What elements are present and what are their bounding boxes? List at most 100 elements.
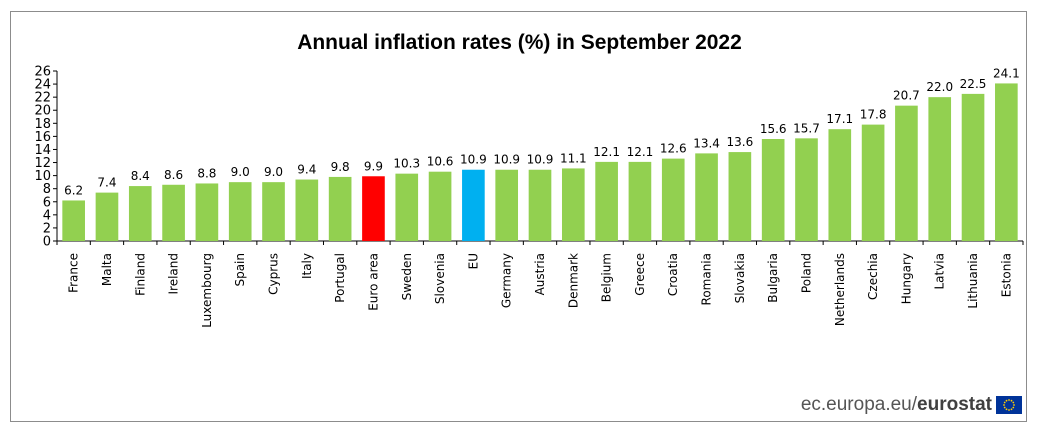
y-tick-label: 6 — [43, 195, 51, 210]
data-label: 10.9 — [527, 153, 554, 167]
data-label: 9.0 — [231, 165, 250, 179]
bar-eu — [462, 169, 485, 241]
data-label: 22.0 — [926, 80, 953, 94]
category-label: Croatia — [666, 253, 680, 296]
y-tick-label: 0 — [43, 235, 51, 250]
bar-slovenia — [428, 171, 452, 241]
category-label: Czechia — [866, 253, 880, 300]
data-label: 13.4 — [693, 136, 720, 150]
bar-romania — [695, 153, 718, 241]
data-label: 9.0 — [264, 165, 283, 179]
data-label: 11.1 — [560, 151, 587, 165]
y-tick-label: 2 — [43, 221, 51, 236]
data-label: 10.6 — [427, 155, 454, 169]
category-label: Italy — [300, 253, 314, 279]
chart-title: Annual inflation rates (%) in September … — [297, 31, 742, 54]
eurostat-wordmark: eurostat — [917, 394, 992, 415]
bar-croatia — [661, 158, 685, 241]
category-label: Sweden — [400, 253, 414, 300]
bar-greece — [628, 161, 652, 241]
category-label: Estonia — [999, 253, 1013, 297]
data-label: 9.9 — [364, 159, 383, 173]
y-tick-label: 20 — [34, 104, 51, 119]
data-label: 24.1 — [993, 66, 1020, 80]
chart-frame: Annual inflation rates (%) in September … — [10, 11, 1027, 422]
data-label: 8.8 — [197, 166, 216, 180]
category-label: Ireland — [167, 253, 181, 295]
y-tick-label: 22 — [34, 91, 51, 106]
bar-ireland — [162, 184, 185, 241]
data-label: 7.4 — [97, 176, 116, 190]
data-label: 9.4 — [297, 163, 316, 177]
category-label: Germany — [500, 253, 514, 308]
category-label: Austria — [533, 253, 547, 295]
category-label: Spain — [233, 253, 247, 287]
bar-slovakia — [728, 152, 752, 241]
bar-malta — [95, 192, 119, 241]
category-label: EU — [466, 253, 480, 269]
eu-flag-icon — [996, 396, 1022, 414]
data-label: 12.6 — [660, 142, 687, 156]
bar-poland — [795, 138, 818, 241]
category-label: Lithuania — [966, 253, 980, 309]
bar-hungary — [895, 105, 918, 242]
data-label: 9.8 — [331, 160, 350, 174]
category-label: Portugal — [333, 253, 347, 303]
category-label: Netherlands — [833, 253, 847, 326]
bar-denmark — [561, 168, 585, 241]
bar-austria — [528, 169, 552, 241]
y-tick-label: 12 — [34, 156, 51, 171]
source-credit: ec.europa.eu/eurostat — [801, 394, 1022, 416]
bar-czechia — [861, 124, 885, 241]
data-label: 10.3 — [393, 157, 420, 171]
bar-netherlands — [828, 129, 852, 241]
category-label: Latvia — [933, 253, 947, 290]
bar-finland — [128, 186, 152, 241]
data-label: 8.4 — [131, 169, 150, 183]
plot-area: 024681012141618202224266.2France7.4Malta… — [34, 65, 1024, 328]
data-label: 17.8 — [860, 108, 887, 122]
data-label: 8.6 — [164, 168, 183, 182]
bar-italy — [295, 179, 319, 241]
category-label: Poland — [799, 253, 813, 293]
y-tick-label: 10 — [34, 169, 51, 184]
y-tick-label: 26 — [34, 65, 51, 80]
data-label: 22.5 — [960, 77, 987, 91]
data-label: 15.7 — [793, 121, 820, 135]
category-label: Hungary — [899, 253, 913, 304]
data-label: 12.1 — [627, 145, 654, 159]
bar-lithuania — [961, 93, 985, 241]
data-label: 15.6 — [760, 122, 787, 136]
data-label: 10.9 — [493, 153, 520, 167]
bar-portugal — [328, 176, 352, 241]
bar-cyprus — [262, 182, 285, 241]
data-label: 13.6 — [727, 135, 754, 149]
category-label: Luxembourg — [200, 253, 214, 328]
y-tick-label: 24 — [34, 78, 51, 93]
bar-estonia — [995, 83, 1018, 241]
source-url-prefix: ec.europa.eu/ — [800, 394, 918, 415]
category-label: Bulgaria — [766, 253, 780, 303]
category-label: Euro area — [366, 253, 380, 311]
category-label: Greece — [633, 253, 647, 296]
data-label: 12.1 — [593, 145, 620, 159]
y-tick-label: 4 — [43, 208, 51, 223]
bar-spain — [228, 182, 252, 241]
category-label: Slovakia — [733, 253, 747, 303]
bar-bulgaria — [761, 139, 785, 241]
y-tick-label: 16 — [34, 130, 51, 145]
y-tick-label: 8 — [43, 182, 51, 197]
bar-germany — [495, 169, 519, 241]
y-tick-label: 18 — [34, 117, 51, 132]
category-label: Malta — [100, 253, 114, 286]
category-label: Denmark — [566, 253, 580, 308]
bar-luxembourg — [195, 183, 219, 241]
category-label: Romania — [700, 253, 714, 305]
data-label: 10.9 — [460, 153, 487, 167]
category-label: Cyprus — [267, 253, 281, 295]
data-label: 17.1 — [826, 112, 853, 126]
category-label: France — [67, 253, 81, 293]
y-tick-label: 14 — [34, 143, 51, 158]
bar-belgium — [595, 161, 618, 241]
data-label: 6.2 — [64, 183, 83, 197]
